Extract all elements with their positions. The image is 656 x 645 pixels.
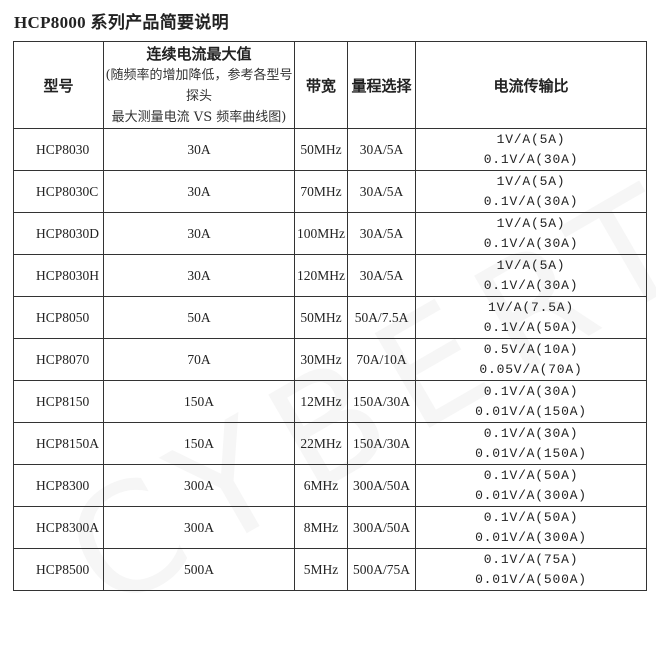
cell-model: HCP8500 [13,548,104,591]
ratio-line-1: 1V/A(5A) [496,215,566,231]
cell-range: 50A/7.5A [347,296,416,339]
cell-range: 300A/50A [347,464,416,507]
cell-range: 150A/30A [347,422,416,465]
ratio-line-1: 1V/A(5A) [496,257,566,273]
cell-max-current: 70A [103,338,295,381]
cell-ratio: 1V/A(5A) 0.1V/A(30A) [415,170,647,213]
ratio-line-1: 1V/A(7.5A) [487,299,574,315]
cell-bandwidth: 50MHz [294,296,348,339]
cell-max-current: 30A [103,170,295,213]
ratio-line-2: 0.01V/A(150A) [475,445,587,461]
ratio-line-1: 1V/A(5A) [496,173,566,189]
header-ratio: 电流传输比 [415,41,647,129]
cell-ratio: 1V/A(7.5A) 0.1V/A(50A) [415,296,647,339]
cell-range: 500A/75A [347,548,416,591]
cell-range: 30A/5A [347,212,416,255]
table-row: HCP8070 70A 30MHz 70A/10A 0.5V/A(10A) 0.05V/A… [13,338,647,381]
cell-max-current: 150A [103,422,295,465]
cell-range: 70A/10A [347,338,416,381]
cell-range: 30A/5A [347,128,416,171]
cell-range: 30A/5A [347,170,416,213]
cell-max-current: 300A [103,464,295,507]
cell-max-current: 500A [103,548,295,591]
cell-model: HCP8300A [13,506,104,549]
ratio-line-2: 0.1V/A(30A) [483,193,579,209]
table-row: HCP8300A 300A 8MHz 300A/50A 0.1V/A(50A) 0.01V… [13,506,647,549]
cell-ratio: 1V/A(5A) 0.1V/A(30A) [415,212,647,255]
table-row: HCP8050 50A 50MHz 50A/7.5A 1V/A(7.5A) 0.1V/A(… [13,296,647,339]
cell-max-current: 30A [103,128,295,171]
header-bandwidth: 带宽 [294,41,348,129]
cell-ratio: 0.1V/A(50A) 0.01V/A(300A) [415,506,647,549]
cell-bandwidth: 8MHz [294,506,348,549]
cell-model: HCP8050 [13,296,104,339]
header-max-current-note: 最大测量电流 VS 频率曲线图) [111,109,287,125]
cell-ratio: 1V/A(5A) 0.1V/A(30A) [415,128,647,171]
table-row: HCP8030 30A 50MHz 30A/5A 1V/A(5A) 0.1V/A(30A) [13,128,647,171]
header-max-current-note: (随频率的增加降低，参考各型号探头 [105,67,293,104]
ratio-line-2: 0.05V/A(70A) [479,361,583,377]
ratio-line-1: 0.1V/A(30A) [483,383,579,399]
table-row: HCP8030H 30A 120MHz 30A/5A 1V/A(5A) 0.1V/A(30… [13,254,647,297]
cell-bandwidth: 50MHz [294,128,348,171]
ratio-line-2: 0.01V/A(500A) [475,571,587,587]
table-row: HCP8300 300A 6MHz 300A/50A 0.1V/A(50A) 0.01V/… [13,464,647,507]
cell-ratio: 0.1V/A(30A) 0.01V/A(150A) [415,380,647,423]
cell-bandwidth: 100MHz [294,212,348,255]
cell-max-current: 150A [103,380,295,423]
cell-bandwidth: 22MHz [294,422,348,465]
ratio-line-2: 0.1V/A(30A) [483,151,579,167]
ratio-line-2: 0.1V/A(50A) [483,319,579,335]
cell-range: 150A/30A [347,380,416,423]
cell-model: HCP8300 [13,464,104,507]
cell-bandwidth: 70MHz [294,170,348,213]
cell-range: 300A/50A [347,506,416,549]
cell-model: HCP8150A [13,422,104,465]
ratio-line-2: 0.01V/A(300A) [475,529,587,545]
cell-model: HCP8030H [13,254,104,297]
page-title: HCP8000 系列产品简要说明 [14,13,229,32]
cell-max-current: 50A [103,296,295,339]
cell-bandwidth: 30MHz [294,338,348,381]
cell-ratio: 0.1V/A(30A) 0.01V/A(150A) [415,422,647,465]
cell-ratio: 0.1V/A(75A) 0.01V/A(500A) [415,548,647,591]
cell-ratio: 1V/A(5A) 0.1V/A(30A) [415,254,647,297]
header-range: 量程选择 [347,41,416,129]
ratio-line-2: 0.1V/A(30A) [483,277,579,293]
cell-model: HCP8070 [13,338,104,381]
product-table: 型号 连续电流最大值 (随频率的增加降低，参考各型号探头 最大测量电流 VS 频… [13,41,647,591]
cell-model: HCP8030C [13,170,104,213]
table-row: HCP8500 500A 5MHz 500A/75A 0.1V/A(75A) 0.01V/… [13,548,647,591]
ratio-line-1: 0.1V/A(30A) [483,425,579,441]
table-row: HCP8030D 30A 100MHz 30A/5A 1V/A(5A) 0.1V/A(30… [13,212,647,255]
table-row: HCP8030C 30A 70MHz 30A/5A 1V/A(5A) 0.1V/A(30A… [13,170,647,213]
ratio-line-1: 0.1V/A(50A) [483,509,579,525]
cell-model: HCP8030 [13,128,104,171]
table-row: HCP8150 150A 12MHz 150A/30A 0.1V/A(30A) 0.01V… [13,380,647,423]
cell-max-current: 30A [103,212,295,255]
cell-model: HCP8150 [13,380,104,423]
ratio-line-1: 0.5V/A(10A) [483,341,579,357]
cell-bandwidth: 12MHz [294,380,348,423]
cell-range: 30A/5A [347,254,416,297]
cell-ratio: 0.5V/A(10A) 0.05V/A(70A) [415,338,647,381]
header-max-current-label: 连续电流最大值 [146,44,252,63]
header-max-current: 连续电流最大值 (随频率的增加降低，参考各型号探头 最大测量电流 VS 频率曲线… [103,41,295,129]
header-model: 型号 [13,41,104,129]
ratio-line-2: 0.01V/A(300A) [475,487,587,503]
ratio-line-2: 0.01V/A(150A) [475,403,587,419]
ratio-line-2: 0.1V/A(30A) [483,235,579,251]
ratio-line-1: 0.1V/A(75A) [483,551,579,567]
table-row: HCP8150A 150A 22MHz 150A/30A 0.1V/A(30A) 0.01… [13,422,647,465]
cell-max-current: 30A [103,254,295,297]
table-header-row: 型号 连续电流最大值 (随频率的增加降低，参考各型号探头 最大测量电流 VS 频… [13,41,647,129]
cell-bandwidth: 6MHz [294,464,348,507]
cell-bandwidth: 120MHz [294,254,348,297]
ratio-line-1: 1V/A(5A) [496,131,566,147]
ratio-line-1: 0.1V/A(50A) [483,467,579,483]
cell-model: HCP8030D [13,212,104,255]
cell-bandwidth: 5MHz [294,548,348,591]
cell-ratio: 0.1V/A(50A) 0.01V/A(300A) [415,464,647,507]
cell-max-current: 300A [103,506,295,549]
